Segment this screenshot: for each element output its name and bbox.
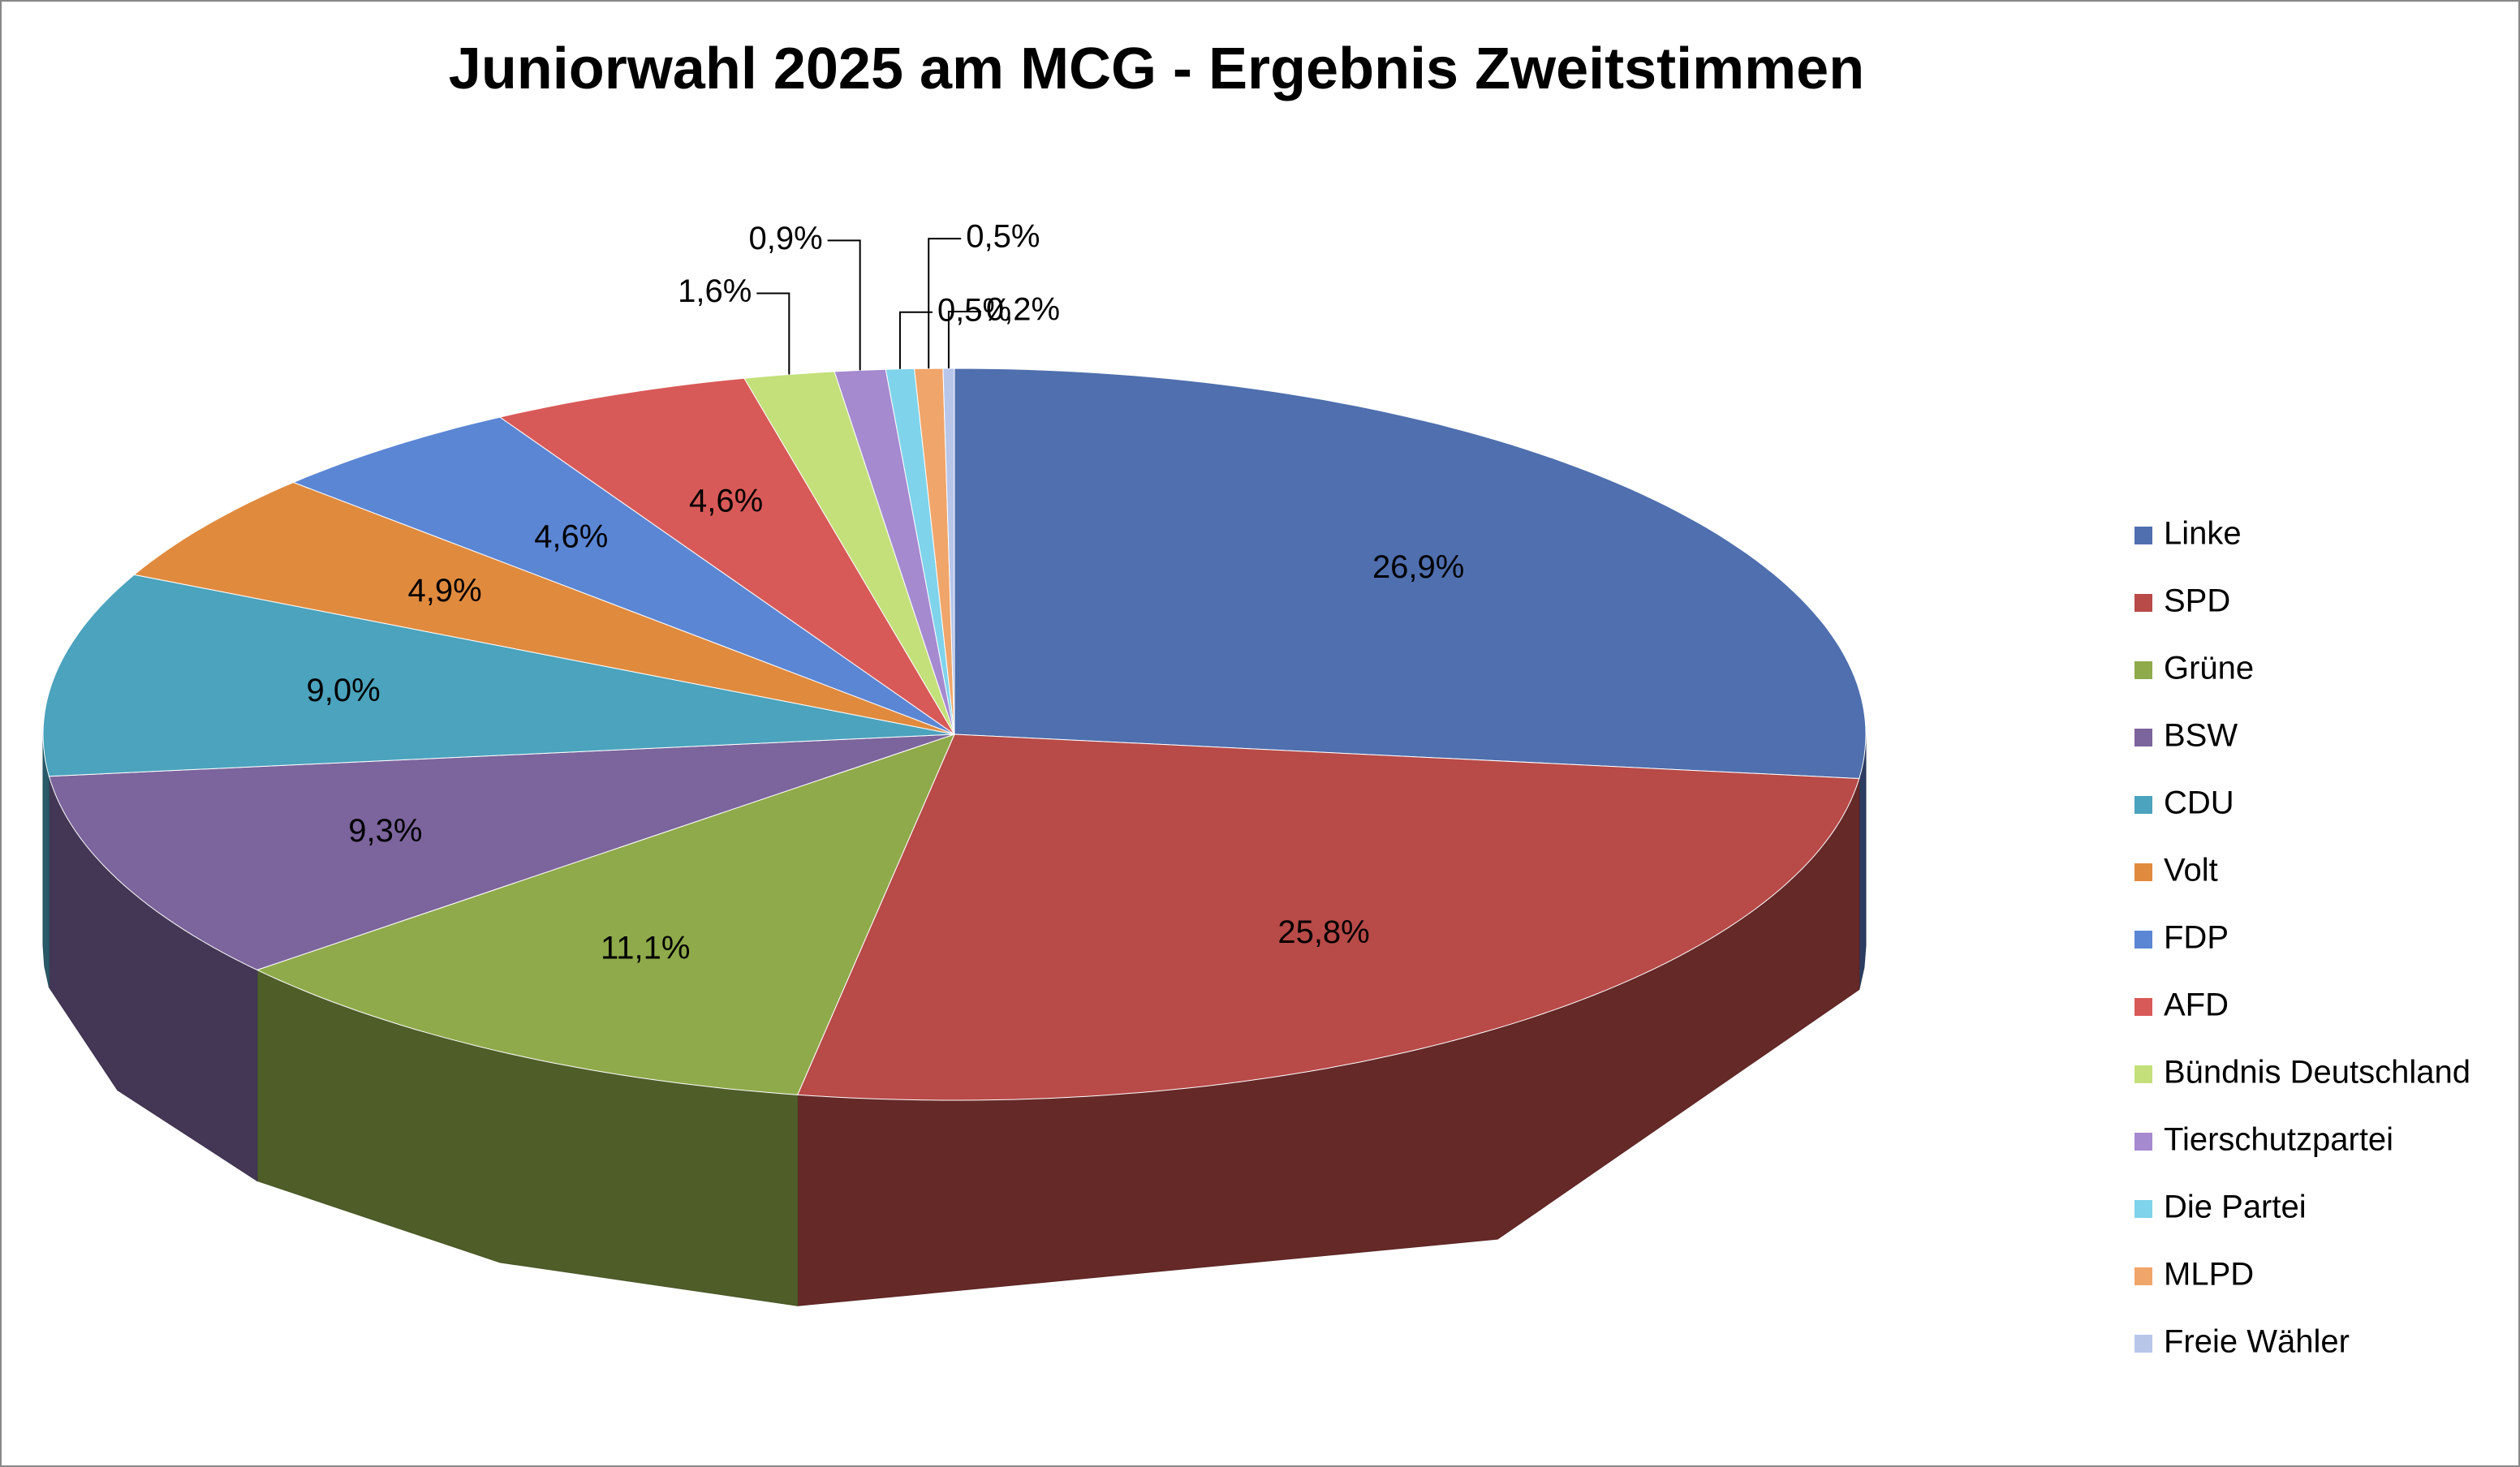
legend-swatch xyxy=(2134,796,2152,814)
legend-swatch xyxy=(2134,863,2152,881)
data-label: 0,2% xyxy=(986,292,1060,328)
data-label: 0,5% xyxy=(937,292,1011,328)
legend-label: AFD xyxy=(2164,987,2229,1023)
legend-swatch xyxy=(2134,1200,2152,1218)
leader-line xyxy=(898,311,933,369)
pie-slice xyxy=(796,734,1860,1101)
legend-label: Volt xyxy=(2164,853,2218,888)
legend-label: MLPD xyxy=(2164,1257,2254,1293)
data-label: 4,6% xyxy=(534,519,608,555)
legend-swatch xyxy=(2134,998,2152,1016)
legend-swatch xyxy=(2134,661,2152,679)
data-label: 25,8% xyxy=(1277,914,1369,950)
data-labels: 26,9% 25,8% 11,1% 9,3% 9,0% 4,9% 4,6% 4,6% 1,6% 0… xyxy=(307,219,1465,966)
pie-tops xyxy=(42,368,1867,1101)
leader-line xyxy=(947,311,981,369)
chart-title: Juniorwahl 2025 am MCG - Ergebnis Zweits… xyxy=(449,37,1864,101)
leader-line xyxy=(756,292,790,375)
pie-slice xyxy=(133,481,955,735)
data-label: 9,0% xyxy=(307,673,381,708)
legend-label: Grüne xyxy=(2164,651,2254,686)
pie-slice xyxy=(743,371,955,735)
data-label: 1,6% xyxy=(678,273,752,309)
legend-swatch xyxy=(2134,1335,2152,1353)
legend-swatch xyxy=(2134,594,2152,612)
legend: Linke SPD Grüne BSW CDU Volt FDP AFD Bündnis Deu… xyxy=(2134,516,2470,1360)
data-label: 0,9% xyxy=(748,221,822,256)
legend-label: SPD xyxy=(2164,583,2230,619)
legend-label: CDU xyxy=(2164,785,2234,821)
legend-swatch xyxy=(2134,1133,2152,1151)
leader-line xyxy=(827,239,861,371)
pie-slice xyxy=(256,734,955,1095)
legend-swatch xyxy=(2134,729,2152,746)
legend-swatch xyxy=(2134,1065,2152,1083)
data-label: 4,9% xyxy=(407,573,481,609)
legend-swatch xyxy=(2134,1267,2152,1285)
data-label: 0,5% xyxy=(966,219,1040,255)
leader-line xyxy=(928,238,962,369)
legend-swatch xyxy=(2134,527,2152,544)
legend-label: Linke xyxy=(2164,516,2242,552)
data-label: 9,3% xyxy=(348,813,422,849)
pie-slice xyxy=(42,574,955,777)
legend-label: BSW xyxy=(2164,718,2238,754)
legend-label: FDP xyxy=(2164,920,2229,956)
legend-label: Tierschutzpartei xyxy=(2164,1122,2393,1158)
legend-label: Freie Wähler xyxy=(2164,1324,2350,1360)
pie-slice xyxy=(498,377,955,735)
data-label: 4,6% xyxy=(689,483,763,518)
pie-slice xyxy=(954,368,1867,780)
legend-label: Bündnis Deutschland xyxy=(2164,1055,2470,1091)
legend-label: Die Partei xyxy=(2164,1190,2307,1225)
pie-slice xyxy=(292,416,955,735)
data-label: 11,1% xyxy=(601,930,690,966)
data-label: 26,9% xyxy=(1372,549,1464,585)
legend-swatch xyxy=(2134,931,2152,949)
pie-slice xyxy=(48,734,955,970)
